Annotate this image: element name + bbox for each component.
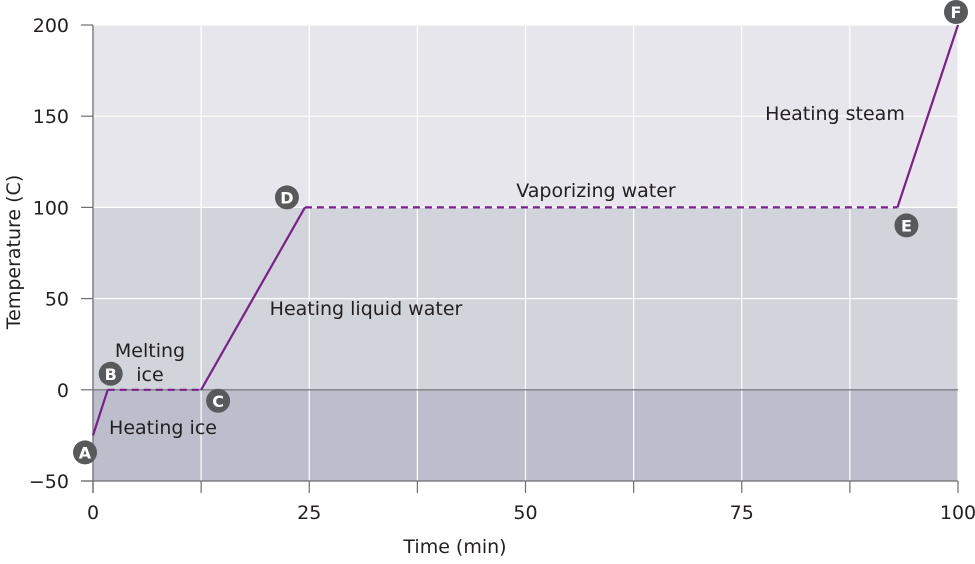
y-tick-label: 150 xyxy=(33,106,69,128)
point-marker-D xyxy=(274,185,299,210)
x-tick-label: 50 xyxy=(513,502,537,524)
y-axis-label: Temperature (C) xyxy=(3,175,25,331)
point-label-E: E xyxy=(901,216,912,235)
y-tick-label: −50 xyxy=(29,471,69,493)
point-label-D: D xyxy=(280,188,293,207)
point-marker-E xyxy=(894,213,919,238)
annotation-vaporizing: Vaporizing water xyxy=(516,180,676,202)
annotation-heating-liquid: Heating liquid water xyxy=(270,298,463,320)
segment-EF xyxy=(896,24,960,208)
point-label-F: F xyxy=(951,3,962,22)
segment-CD xyxy=(200,206,306,391)
point-marker-A xyxy=(73,440,97,465)
point-label-C: C xyxy=(212,392,224,411)
point-marker-B xyxy=(98,361,123,386)
point-marker-C xyxy=(206,388,231,413)
annotation-melting-1: Melting xyxy=(115,340,185,362)
y-tick-label: 0 xyxy=(57,380,69,402)
annotation-heating-ice: Heating ice xyxy=(109,417,217,439)
annotation-melting-2: ice xyxy=(136,364,163,386)
point-label-B: B xyxy=(105,365,117,384)
x-tick-label: 75 xyxy=(730,502,754,524)
y-tick-label: 100 xyxy=(33,197,69,219)
point-label-A: A xyxy=(79,443,92,462)
x-axis-label: Time (min) xyxy=(402,536,506,558)
annotation-heating-steam: Heating steam xyxy=(765,103,905,125)
x-tick-label: 100 xyxy=(940,502,975,524)
y-tick-label: 200 xyxy=(33,15,69,37)
point-marker-F xyxy=(944,0,968,24)
segment-AB xyxy=(91,389,109,436)
y-tick-label: 50 xyxy=(45,289,69,311)
x-tick-label: 0 xyxy=(87,502,99,524)
x-tick-label: 25 xyxy=(297,502,321,524)
